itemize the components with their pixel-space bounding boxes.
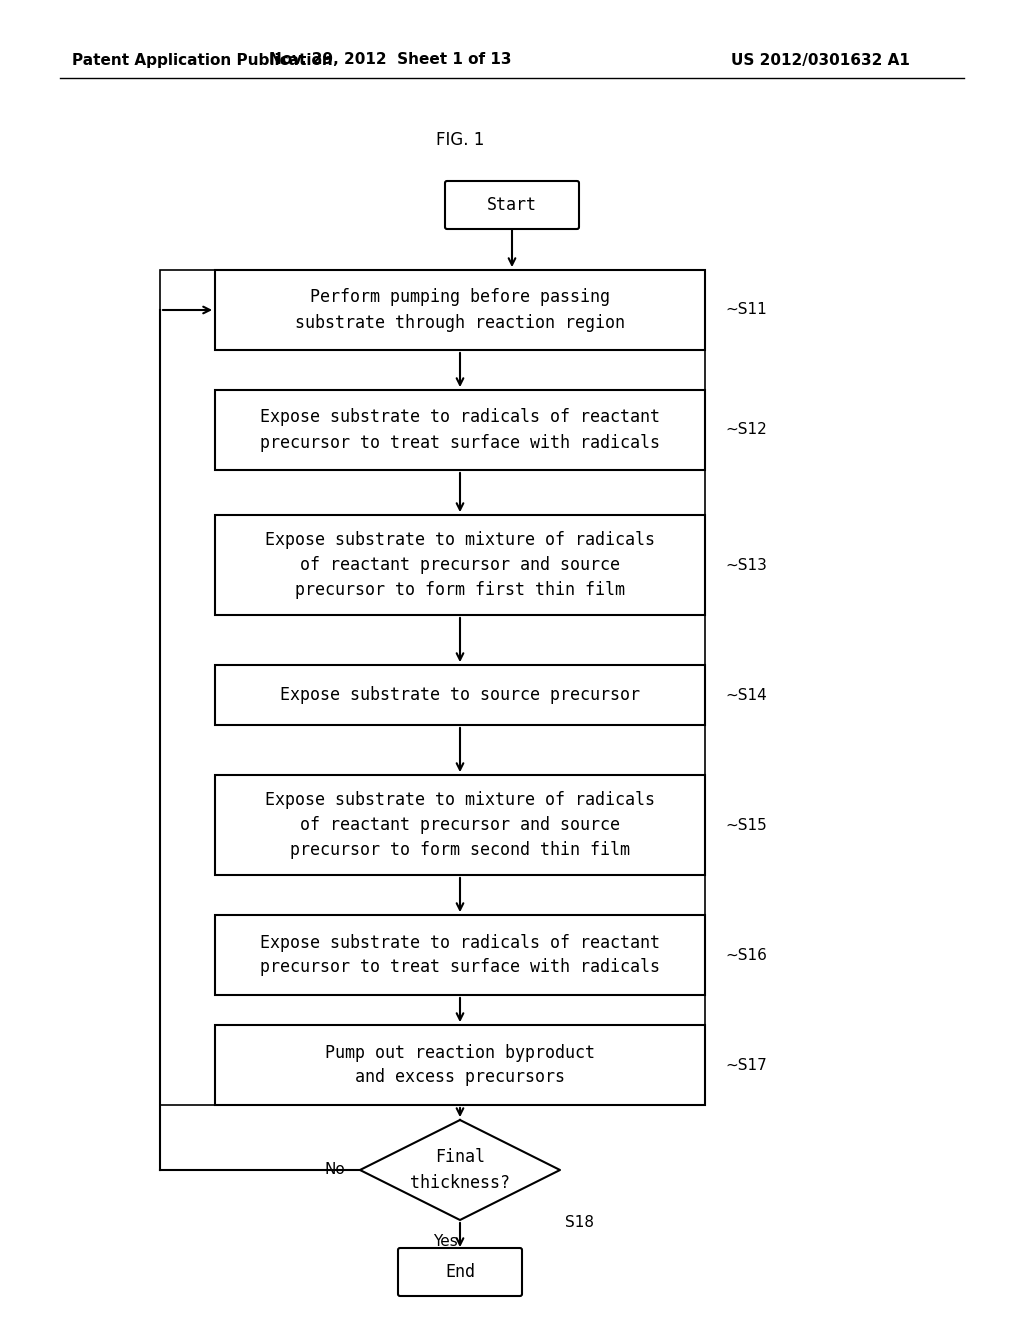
Text: ~S16: ~S16: [725, 948, 767, 962]
Bar: [215, 389, 705, 470]
Bar: [160, 271, 705, 1105]
Text: ~S12: ~S12: [725, 422, 767, 437]
Bar: [215, 775, 705, 875]
Text: Expose substrate to mixture of radicals
of reactant precursor and source
precurs: Expose substrate to mixture of radicals …: [265, 791, 655, 859]
Text: ~S17: ~S17: [725, 1057, 767, 1072]
Text: S18: S18: [565, 1214, 594, 1230]
Text: US 2012/0301632 A1: US 2012/0301632 A1: [730, 53, 909, 67]
Text: ~S15: ~S15: [725, 817, 767, 833]
Text: Expose substrate to mixture of radicals
of reactant precursor and source
precurs: Expose substrate to mixture of radicals …: [265, 531, 655, 599]
Bar: [215, 915, 705, 995]
Polygon shape: [360, 1119, 560, 1220]
Text: No: No: [325, 1163, 345, 1177]
Bar: [215, 1026, 705, 1105]
Text: Pump out reaction byproduct
and excess precursors: Pump out reaction byproduct and excess p…: [325, 1044, 595, 1086]
Bar: [215, 665, 705, 725]
Bar: [215, 271, 705, 350]
Text: End: End: [445, 1263, 475, 1280]
Text: Start: Start: [487, 195, 537, 214]
Text: Final
thickness?: Final thickness?: [410, 1148, 510, 1192]
Bar: [215, 515, 705, 615]
Text: Nov. 29, 2012  Sheet 1 of 13: Nov. 29, 2012 Sheet 1 of 13: [268, 53, 511, 67]
Text: FIG. 1: FIG. 1: [436, 131, 484, 149]
Text: ~S11: ~S11: [725, 302, 767, 318]
FancyBboxPatch shape: [398, 1247, 522, 1296]
Text: ~S13: ~S13: [725, 557, 767, 573]
Text: Patent Application Publication: Patent Application Publication: [72, 53, 333, 67]
Text: Yes: Yes: [432, 1234, 458, 1250]
FancyBboxPatch shape: [445, 181, 579, 228]
Text: Expose substrate to source precursor: Expose substrate to source precursor: [280, 686, 640, 704]
Text: Perform pumping before passing
substrate through reaction region: Perform pumping before passing substrate…: [295, 289, 625, 331]
Text: Expose substrate to radicals of reactant
precursor to treat surface with radical: Expose substrate to radicals of reactant…: [260, 408, 660, 451]
Text: ~S14: ~S14: [725, 688, 767, 702]
Text: Expose substrate to radicals of reactant
precursor to treat surface with radical: Expose substrate to radicals of reactant…: [260, 933, 660, 977]
